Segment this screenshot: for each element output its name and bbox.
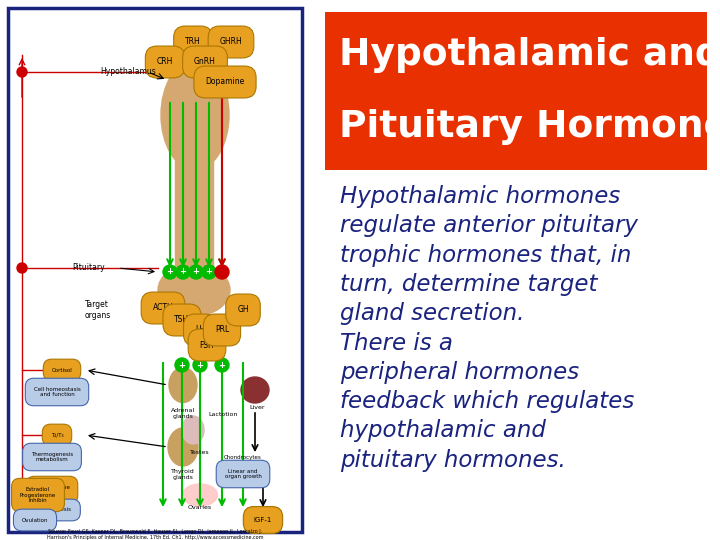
Ellipse shape bbox=[161, 60, 229, 170]
Text: Testosterone
Inhibin: Testosterone Inhibin bbox=[35, 484, 69, 495]
Circle shape bbox=[189, 265, 203, 279]
Text: +: + bbox=[197, 361, 204, 369]
Text: GnRH: GnRH bbox=[194, 57, 216, 66]
Text: Hypothalamic hormones
regulate anterior pituitary
trophic hormones that, in
turn: Hypothalamic hormones regulate anterior … bbox=[340, 185, 638, 472]
Text: GHRH: GHRH bbox=[220, 37, 243, 46]
Circle shape bbox=[176, 265, 190, 279]
Bar bbox=[175, 155, 213, 285]
Text: Lactotion: Lactotion bbox=[208, 413, 238, 417]
Text: Harrison's Principles of Internal Medicine, 17th Ed. Ch1. http://www.accessmedic: Harrison's Principles of Internal Medici… bbox=[47, 536, 264, 540]
Text: TSH: TSH bbox=[174, 315, 189, 325]
Ellipse shape bbox=[168, 428, 198, 466]
Text: T₄/T₃: T₄/T₃ bbox=[50, 433, 63, 437]
Text: +: + bbox=[179, 267, 186, 276]
Text: LH: LH bbox=[195, 326, 205, 334]
FancyBboxPatch shape bbox=[325, 12, 707, 170]
Text: Hypothalamic and: Hypothalamic and bbox=[339, 37, 720, 73]
Circle shape bbox=[193, 358, 207, 372]
Text: Spermatogenesis: Spermatogenesis bbox=[24, 508, 72, 512]
Text: +: + bbox=[166, 267, 174, 276]
Text: +: + bbox=[218, 361, 225, 369]
Text: Ovulation: Ovulation bbox=[22, 517, 48, 523]
Ellipse shape bbox=[182, 484, 217, 506]
Text: FSH: FSH bbox=[199, 341, 215, 349]
Text: +: + bbox=[179, 361, 186, 369]
Text: Hypothalamus: Hypothalamus bbox=[100, 68, 156, 77]
FancyBboxPatch shape bbox=[8, 8, 302, 532]
Text: CRH: CRH bbox=[157, 57, 174, 66]
Circle shape bbox=[215, 358, 229, 372]
Text: ACTH: ACTH bbox=[153, 303, 174, 313]
Ellipse shape bbox=[241, 377, 269, 403]
Text: Estradiol
Progesterone
Inhibin: Estradiol Progesterone Inhibin bbox=[20, 487, 56, 503]
Text: +: + bbox=[192, 267, 199, 276]
Ellipse shape bbox=[169, 368, 197, 402]
Circle shape bbox=[17, 263, 27, 273]
Text: +: + bbox=[205, 267, 212, 276]
Text: Adrenal
glands: Adrenal glands bbox=[171, 408, 195, 419]
Text: Cell homeostasis
and function: Cell homeostasis and function bbox=[34, 387, 81, 397]
Text: Cortisol: Cortisol bbox=[52, 368, 73, 373]
Text: GH: GH bbox=[237, 306, 249, 314]
Circle shape bbox=[202, 265, 216, 279]
Text: PRL: PRL bbox=[215, 326, 229, 334]
Circle shape bbox=[17, 67, 27, 77]
Ellipse shape bbox=[182, 416, 204, 444]
Text: IGF-1: IGF-1 bbox=[254, 517, 272, 523]
Text: Thyroid
glands: Thyroid glands bbox=[171, 469, 195, 480]
Circle shape bbox=[163, 265, 177, 279]
Text: Chondrocytes: Chondrocytes bbox=[224, 456, 262, 461]
Ellipse shape bbox=[158, 264, 230, 316]
Text: TRH: TRH bbox=[185, 37, 201, 46]
Text: Target
organs: Target organs bbox=[85, 300, 112, 320]
Text: Linear and
organ growth: Linear and organ growth bbox=[225, 469, 261, 480]
Text: Testes: Testes bbox=[190, 450, 210, 455]
Text: Ovaries: Ovaries bbox=[188, 505, 212, 510]
Text: Pituitary Hormones: Pituitary Hormones bbox=[339, 109, 720, 145]
Text: Pituitary: Pituitary bbox=[72, 264, 104, 273]
Circle shape bbox=[175, 358, 189, 372]
Text: Dopamine: Dopamine bbox=[205, 78, 245, 86]
Text: Thermogenesis
metabolism: Thermogenesis metabolism bbox=[31, 451, 73, 462]
Text: Source: Fauci GS, Kasper DL, Braunwald E, Hauser SL, Longo DL, Jameson JL, Losca: Source: Fauci GS, Kasper DL, Braunwald E… bbox=[48, 530, 262, 535]
Text: Liver: Liver bbox=[249, 405, 265, 410]
Circle shape bbox=[215, 265, 229, 279]
